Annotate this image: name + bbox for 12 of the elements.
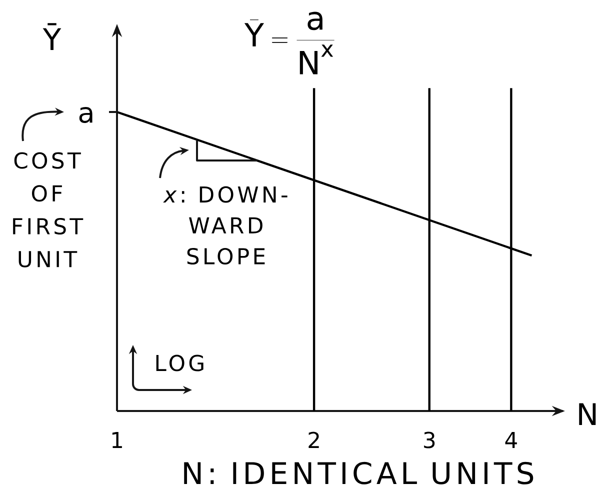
text: a [79, 106, 92, 123]
annotation: x: DOWN-WARD SLOPE [163, 186, 288, 265]
x-axis-title: N [579, 403, 596, 425]
x-tick-label: 3 [424, 432, 435, 448]
chart-title: $\bar{\mathrm{Y}} = \frac{\mathrm{a}}{\mathrm{N}^{\mathrm{x}}}$ [244, 12, 334, 74]
annotation: LOG [156, 354, 204, 372]
text: COST OF FIRST UNIT [13, 152, 84, 268]
x-tick-label: 4 [505, 432, 517, 448]
text: N: IDENTICAL UNITS [184, 462, 534, 484]
y-axis-title: Ȳ [42, 23, 62, 50]
x-tick-label: 1 [112, 432, 122, 448]
x-tick-label: 2 [308, 432, 319, 448]
